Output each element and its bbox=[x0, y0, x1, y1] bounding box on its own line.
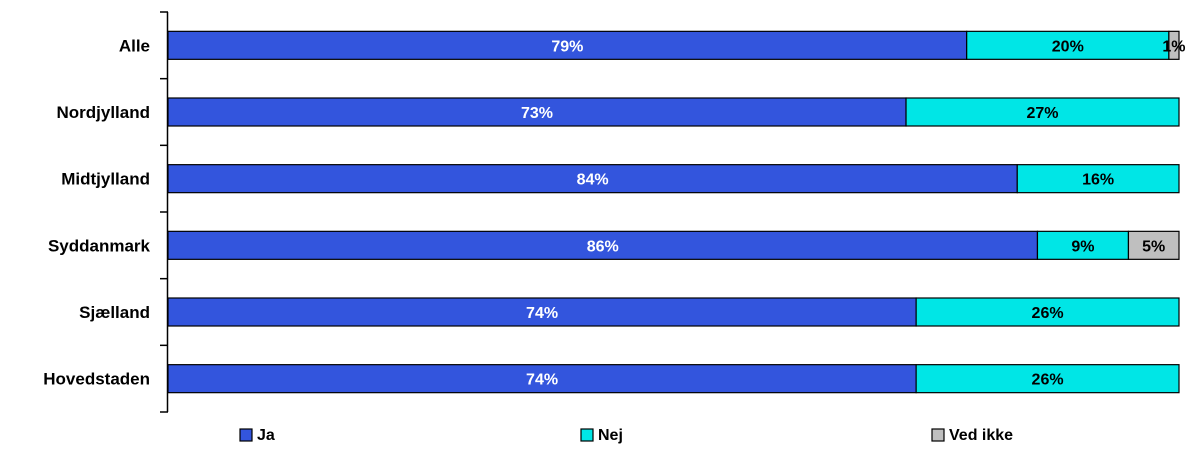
category-label: Midtjylland bbox=[61, 170, 150, 189]
bar-segment-ja bbox=[167, 230, 1039, 260]
labels-layer: Alle 79% 20% 1% Nordjylland 73% 27% Midtjylland… bbox=[43, 36, 1185, 388]
data-label: 26% bbox=[1032, 305, 1064, 322]
category-label: Nordjylland bbox=[56, 103, 150, 122]
data-label: 16% bbox=[1082, 172, 1114, 189]
bar-segment-nej bbox=[1016, 164, 1180, 194]
data-label: 84% bbox=[577, 172, 609, 189]
category-label: Syddanmark bbox=[48, 236, 151, 255]
bar-segment-ved-ikke bbox=[1127, 230, 1180, 260]
bar-segment-ja bbox=[167, 30, 968, 60]
legend-label: Nej bbox=[598, 427, 623, 444]
data-label: 73% bbox=[521, 105, 553, 122]
legend: Ja Nej Ved ikke bbox=[239, 427, 1013, 444]
legend-swatch bbox=[931, 428, 945, 442]
axis-layer bbox=[160, 11, 169, 413]
bar-segment-nej bbox=[915, 364, 1180, 394]
category-label: Hovedstaden bbox=[43, 370, 150, 389]
bar-segment-ved-ikke bbox=[1168, 30, 1180, 60]
data-label: 74% bbox=[526, 305, 558, 322]
bar-segment-nej bbox=[966, 30, 1170, 60]
data-label: 27% bbox=[1026, 105, 1058, 122]
legend-swatch bbox=[580, 428, 594, 442]
data-label: 74% bbox=[526, 372, 558, 389]
data-label: 86% bbox=[587, 238, 619, 255]
data-label: 1% bbox=[1162, 38, 1185, 55]
bar-segment-nej bbox=[905, 97, 1180, 127]
category-label: Sjælland bbox=[79, 303, 150, 322]
category-label: Alle bbox=[119, 36, 150, 55]
legend-swatch bbox=[239, 428, 253, 442]
data-label: 5% bbox=[1142, 238, 1165, 255]
bar-segment-nej bbox=[915, 297, 1180, 327]
bar-segment-nej bbox=[1036, 230, 1130, 260]
data-label: 9% bbox=[1071, 238, 1094, 255]
bars-layer bbox=[167, 30, 1180, 394]
legend-label: Ja bbox=[257, 427, 275, 444]
legend-label: Ved ikke bbox=[949, 427, 1013, 444]
bar-segment-ja bbox=[167, 364, 917, 394]
data-label: 26% bbox=[1032, 372, 1064, 389]
data-label: 79% bbox=[551, 38, 583, 55]
data-label: 20% bbox=[1052, 38, 1084, 55]
